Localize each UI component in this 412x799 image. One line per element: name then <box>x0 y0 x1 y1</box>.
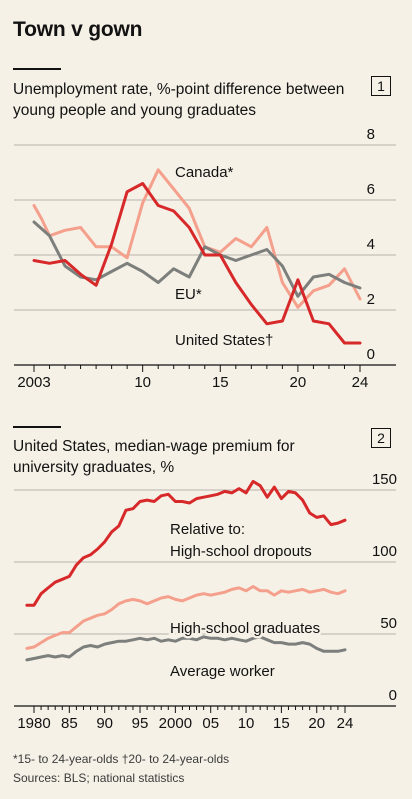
y-tick-label: 150 <box>372 471 397 488</box>
x-tick-label: 15 <box>212 374 229 391</box>
x-tick-label: 10 <box>238 715 255 732</box>
series-label: EU* <box>175 286 202 303</box>
series-line-1 <box>32 168 362 309</box>
section-rule-1 <box>13 68 61 70</box>
y-tick-label: 4 <box>367 236 375 253</box>
y-tick-label: 0 <box>367 346 375 363</box>
y-tick-label: 2 <box>367 291 375 308</box>
chart-annotation: Relative to: <box>170 521 245 538</box>
y-tick-label: 0 <box>389 687 397 704</box>
footnote: *15- to 24-year-olds †20- to 24-year-old… <box>13 752 230 766</box>
x-tick-label: 90 <box>96 715 113 732</box>
chart-2-title: United States, median-wage premium for u… <box>13 438 295 476</box>
series-line-3 <box>32 182 362 345</box>
series-line-3 <box>25 635 347 662</box>
x-tick-label: 1980 <box>17 715 50 732</box>
x-tick-label: 15 <box>273 715 290 732</box>
chart-2-number-badge: 2 <box>371 428 391 448</box>
y-tick-label: 100 <box>372 543 397 560</box>
x-tick-label: 10 <box>134 374 151 391</box>
chart-1-number-badge: 1 <box>371 76 391 96</box>
x-tick-label: 24 <box>337 715 354 732</box>
x-tick-label: 2003 <box>17 374 50 391</box>
y-tick-label: 8 <box>367 126 375 143</box>
section-rule-2 <box>13 426 61 428</box>
series-label: Average worker <box>170 663 275 680</box>
series-label: United States† <box>175 332 273 349</box>
series-line-1 <box>25 479 347 607</box>
x-tick-label: 2000 <box>159 715 192 732</box>
y-tick-label: 50 <box>380 615 397 632</box>
x-tick-label: 20 <box>308 715 325 732</box>
x-tick-label: 24 <box>352 374 369 391</box>
series-label: High-school graduates <box>170 620 320 637</box>
series-line-2 <box>25 585 347 650</box>
chart-2-plot: 0 50 100 150 1980 85 90 95 2000 05 10 15 20 24 Relativ… <box>14 471 397 732</box>
x-tick-label: 95 <box>132 715 149 732</box>
y-tick-label: 6 <box>367 181 375 198</box>
chart-title: Town v gown <box>13 18 143 41</box>
series-label: Canada* <box>175 164 234 181</box>
series-label: High-school dropouts <box>170 543 312 560</box>
x-tick-label: 85 <box>61 715 78 732</box>
chart-1-title: Unemployment rate, %-point difference be… <box>13 81 345 119</box>
source-note: Sources: BLS; national statistics <box>13 771 185 785</box>
x-tick-label: 20 <box>290 374 307 391</box>
x-tick-label: 05 <box>202 715 219 732</box>
